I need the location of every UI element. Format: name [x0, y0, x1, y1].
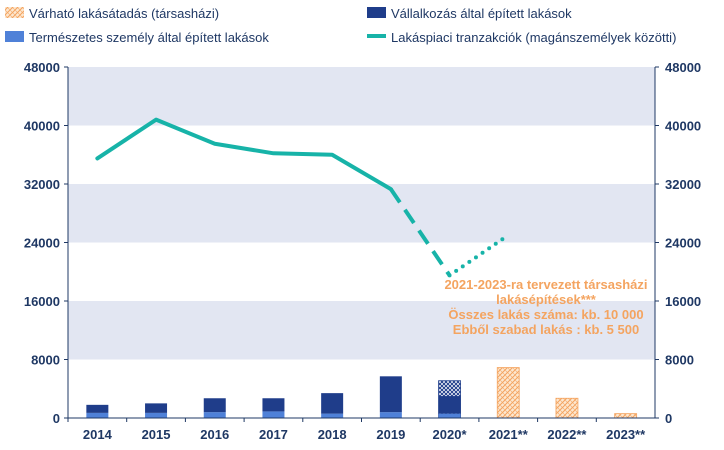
bar-company-built — [321, 393, 344, 414]
y-tick-label-left: 8000 — [31, 353, 60, 368]
x-tick-label: 2020* — [433, 427, 468, 442]
y-tick-label-right: 32000 — [665, 177, 701, 192]
axes: 0 8000 16000 24000 32000 40000 48000 0 8000 16000… — [24, 60, 701, 442]
annotation-line-4: Ebből szabad lakás : kb. 5 500 — [453, 322, 639, 337]
y-tick-label-right: 24000 — [665, 236, 701, 251]
annotation-line-3: Összes lakás száma: kb. 10 000 — [448, 307, 643, 322]
bar-company-built — [86, 404, 109, 413]
bar-expected-handover — [496, 367, 520, 419]
bar-company-built — [438, 396, 461, 414]
y-tick-label-left: 40000 — [24, 119, 60, 134]
bars — [86, 367, 638, 419]
legend-swatch-company-built — [367, 7, 386, 18]
legend-item-private-built: Természetes személy által épített lakáso… — [5, 30, 269, 45]
bar-private-built — [379, 412, 402, 418]
x-tick-label: 2018 — [318, 427, 347, 442]
bar-private-built — [262, 411, 285, 418]
y-tick-label-right: 48000 — [665, 60, 701, 75]
x-tick-label: 2023** — [606, 427, 646, 442]
annotation: 2021-2023-ra tervezett társasházi lakásé… — [444, 277, 647, 337]
annotation-line-2: lakásépítések*** — [496, 292, 597, 307]
y-tick-label-right: 16000 — [665, 294, 701, 309]
legend-swatch-expected-handover — [5, 7, 24, 18]
grid-band — [68, 184, 655, 243]
annotation-line-1: 2021-2023-ra tervezett társasházi — [444, 277, 647, 292]
y-tick-label-right: 8000 — [665, 353, 694, 368]
bar-expected-handover — [555, 397, 579, 419]
legend-label-expected-handover: Várható lakásátadás (társasházi) — [29, 6, 219, 21]
legend-swatch-private-built — [5, 31, 24, 42]
legend-item-expected-handover: Várható lakásátadás (társasházi) — [5, 6, 219, 21]
grid-band — [68, 242, 655, 301]
bar-private-built — [203, 412, 226, 418]
bar-private-built — [438, 413, 461, 418]
x-tick-label: 2022** — [547, 427, 587, 442]
bar-private-built — [86, 412, 109, 418]
grid-band — [68, 67, 655, 126]
grid-band — [68, 125, 655, 184]
y-tick-label-left: 48000 — [24, 60, 60, 75]
legend-label-private-built: Természetes személy által épített lakáso… — [29, 30, 269, 45]
x-tick-label: 2014 — [83, 427, 113, 442]
legend-label-transactions: Lakáspiaci tranzakciók (magánszemélyek k… — [391, 30, 676, 45]
y-tick-label-left: 0 — [53, 411, 60, 426]
x-tick-label: 2019 — [376, 427, 405, 442]
grid-bands — [68, 67, 655, 418]
x-tick-label: 2015 — [142, 427, 171, 442]
transactions-line-solid — [95, 117, 393, 192]
legend-label-company-built: Vállalkozás által épített lakások — [391, 6, 572, 21]
legend-item-transactions: Lakáspiaci tranzakciók (magánszemélyek k… — [367, 30, 676, 45]
bar-company-built — [262, 398, 285, 412]
bar-company-built — [379, 376, 402, 413]
y-tick-label-left: 32000 — [24, 177, 60, 192]
bar-company-built — [145, 403, 168, 413]
transactions-line — [95, 117, 511, 278]
x-tick-label: 2017 — [259, 427, 288, 442]
bar-private-built — [145, 412, 168, 418]
bar-expected-handover — [614, 413, 638, 419]
x-tick-label: 2016 — [200, 427, 229, 442]
legend-item-company-built: Vállalkozás által épített lakások — [367, 6, 572, 21]
y-tick-label-left: 16000 — [24, 294, 60, 309]
y-tick-label-left: 24000 — [24, 236, 60, 251]
legend: Várható lakásátadás (társasházi) Vállalk… — [5, 6, 676, 45]
bar-private-built — [321, 413, 344, 418]
bar-company-built — [203, 398, 226, 413]
y-tick-label-right: 40000 — [665, 119, 701, 134]
grid-band — [68, 301, 655, 360]
y-tick-label-right: 0 — [665, 411, 672, 426]
transactions-line-dashed — [389, 187, 452, 277]
x-tick-label: 2021** — [489, 427, 529, 442]
